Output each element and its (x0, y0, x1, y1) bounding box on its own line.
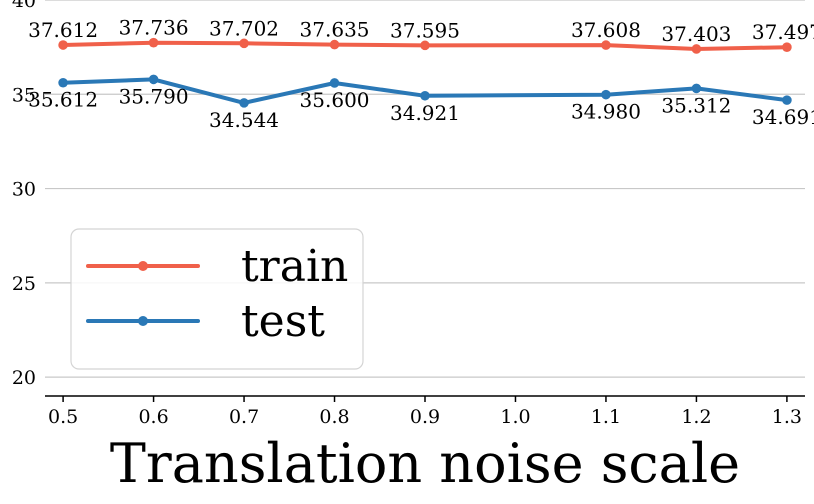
x-tick-label: 0.6 (138, 406, 168, 428)
data-label-test: 35.612 (28, 88, 98, 112)
data-label-test: 34.544 (209, 108, 279, 132)
y-tick-label: 20 (12, 367, 36, 389)
x-tick-label: 1.0 (500, 406, 530, 428)
data-point-test (420, 90, 430, 101)
data-point-train (148, 37, 159, 48)
y-tick-label: 40 (12, 0, 36, 12)
legend-label-test: test (241, 296, 325, 347)
data-point-train (601, 40, 611, 50)
data-label-train: 37.497 (752, 20, 814, 44)
data-label-test: 34.921 (390, 101, 460, 125)
data-point-test (148, 74, 159, 85)
data-point-test (601, 89, 611, 100)
data-point-test (58, 77, 68, 88)
x-tick-label: 0.9 (410, 406, 440, 428)
data-point-train (420, 40, 430, 51)
x-axis-title: Translation noise scale (110, 432, 740, 495)
y-tick-label: 35 (12, 84, 36, 106)
x-tick-label: 0.5 (48, 406, 78, 428)
data-point-test (239, 98, 249, 108)
x-tick-label: 1.2 (681, 406, 711, 428)
data-label-test: 35.790 (119, 84, 189, 108)
series-line-train (61, 40, 789, 51)
y-tick-label: 30 (12, 179, 36, 201)
data-point-train (691, 44, 702, 54)
data-point-test (691, 83, 702, 94)
data-label-train: 37.595 (390, 18, 460, 42)
x-tick-label: 0.8 (319, 406, 349, 428)
x-tick-label: 1.3 (772, 406, 802, 428)
x-tick-label: 1.1 (591, 406, 621, 428)
data-label-test: 35.600 (300, 88, 370, 112)
data-label-test: 34.691 (752, 105, 814, 129)
legend-label-train: train (241, 241, 348, 292)
data-label-train: 37.702 (209, 16, 279, 40)
series-line-test (61, 77, 789, 105)
data-point-test (329, 78, 340, 88)
data-point-train (782, 42, 792, 52)
data-point-test (782, 95, 792, 105)
data-label-train: 37.612 (28, 18, 98, 42)
y-tick-label: 25 (12, 273, 36, 295)
data-label-train: 37.635 (300, 18, 370, 42)
legend-marker-test (138, 316, 148, 326)
data-point-train (329, 39, 340, 50)
data-label-test: 35.312 (661, 93, 731, 117)
data-label-test: 34.980 (571, 100, 641, 124)
series-layer (58, 37, 792, 108)
axes: 20 25 30 35 40 0.5 0.6 0.7 0.8 0.9 1.0 1.1 1.2 1.3 (12, 0, 805, 428)
data-label-train: 37.403 (661, 22, 731, 46)
data-label-train: 37.736 (119, 16, 189, 40)
x-tick-label: 0.7 (229, 406, 259, 428)
data-point-train (239, 38, 249, 49)
legend-marker-train (138, 261, 148, 271)
data-labels: 37.612 37.736 37.702 37.635 37.595 37.608 37.4… (28, 16, 814, 132)
data-label-train: 37.608 (571, 18, 641, 42)
data-point-train (58, 40, 68, 50)
